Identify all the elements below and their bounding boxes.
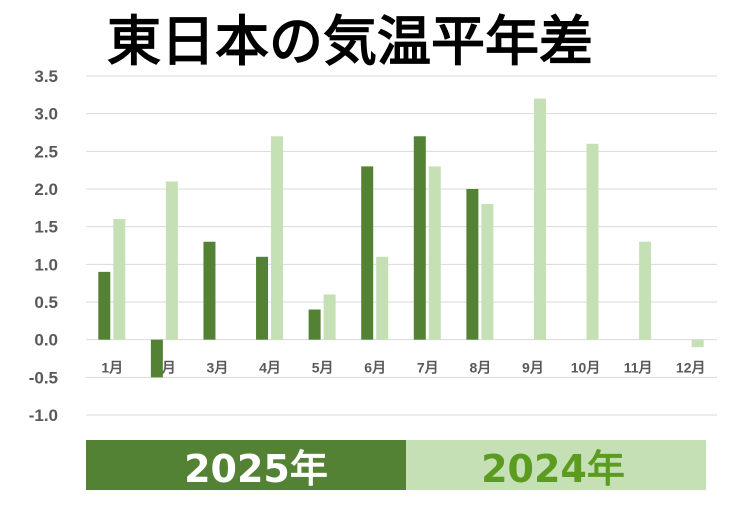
bar-2025年-3月 bbox=[203, 241, 216, 340]
y-tick-label: 2.0 bbox=[34, 180, 58, 199]
chart-title: 東日本の気温平年差 bbox=[107, 10, 593, 73]
bar-2025年-8月 bbox=[466, 189, 479, 340]
bar-2024年-2月 bbox=[165, 181, 178, 340]
x-tick-label: 5月 bbox=[312, 360, 334, 376]
y-tick-label: 0.5 bbox=[34, 293, 58, 312]
bar-2024年-8月 bbox=[481, 204, 494, 340]
x-tick-label: 3月 bbox=[207, 360, 229, 376]
bar-2025年-1月 bbox=[98, 271, 111, 340]
legend-label-2024: 2024年 bbox=[481, 447, 625, 491]
y-tick-label: -0.5 bbox=[29, 368, 58, 387]
x-tick-label: 6月 bbox=[364, 360, 386, 376]
bar-2024年-4月 bbox=[271, 136, 284, 340]
bar-2024年-7月 bbox=[428, 166, 441, 340]
x-tick-label: 10月 bbox=[571, 360, 601, 376]
y-tick-label: 2.5 bbox=[34, 142, 58, 161]
legend: 2025年 2024年 bbox=[86, 440, 706, 491]
x-tick-label: 1月 bbox=[101, 360, 123, 376]
bar-2024年-6月 bbox=[376, 256, 389, 340]
legend-swatch-2024 bbox=[406, 440, 706, 490]
y-tick-label: 1.5 bbox=[34, 218, 58, 237]
y-axis-tick-labels: 3.5 3.0 2.5 2.0 1.5 1.0 0.5 0.0 -0.5 -1.0 bbox=[29, 67, 58, 425]
x-tick-label: 8月 bbox=[469, 360, 491, 376]
bars bbox=[98, 98, 704, 378]
bar-2025年-7月 bbox=[413, 136, 426, 340]
x-axis-tick-labels: 1月 2月 3月 4月 5月 6月 7月 8月 9月 10月 11月 12月 bbox=[101, 360, 705, 376]
y-tick-label: 3.0 bbox=[34, 105, 58, 124]
legend-swatch-2025 bbox=[86, 440, 406, 490]
bar-2024年-5月 bbox=[323, 294, 336, 340]
bar-2024年-11月 bbox=[639, 241, 652, 340]
legend-label-2025: 2025年 bbox=[184, 447, 328, 491]
x-tick-label: 4月 bbox=[259, 360, 281, 376]
x-tick-label: 12月 bbox=[676, 360, 706, 376]
bar-2025年-5月 bbox=[308, 309, 321, 340]
x-tick-label: 9月 bbox=[522, 360, 544, 376]
y-tick-label: -1.0 bbox=[29, 406, 58, 425]
y-tick-label: 0.0 bbox=[34, 331, 58, 350]
bar-2025年-2月 bbox=[150, 339, 163, 378]
bar-2024年-12月 bbox=[691, 339, 704, 348]
x-tick-label: 7月 bbox=[417, 360, 439, 376]
y-tick-label: 1.0 bbox=[34, 255, 58, 274]
gridlines bbox=[86, 75, 717, 416]
bar-2025年-4月 bbox=[256, 256, 269, 340]
x-tick-label: 11月 bbox=[624, 360, 653, 376]
bar-2025年-6月 bbox=[361, 166, 374, 340]
bar-2024年-10月 bbox=[586, 143, 599, 340]
bar-2024年-1月 bbox=[113, 219, 126, 340]
y-tick-label: 3.5 bbox=[34, 67, 58, 86]
bar-2024年-9月 bbox=[533, 98, 546, 340]
